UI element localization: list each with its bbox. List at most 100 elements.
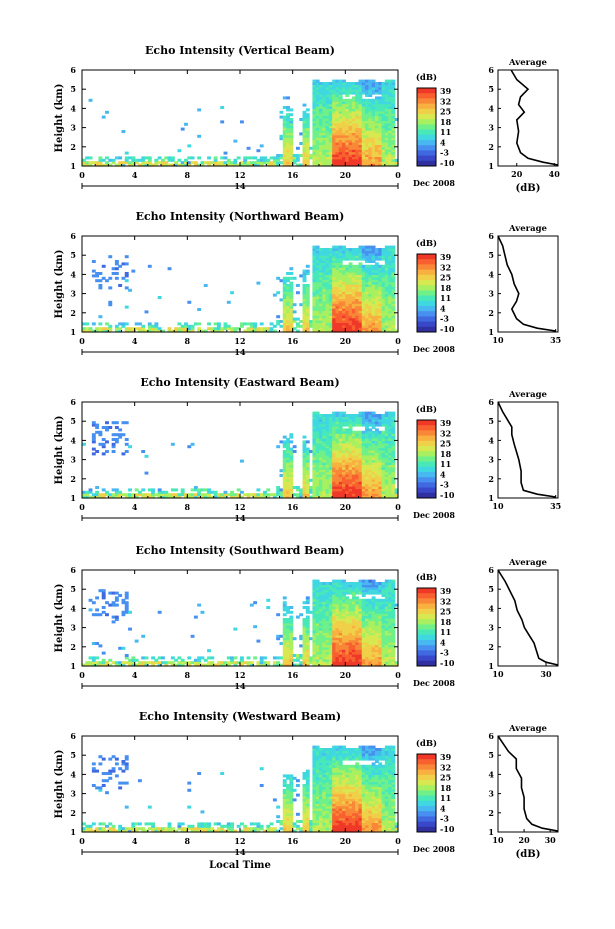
heatmap-cell: [342, 132, 346, 136]
heatmap-cell: [88, 661, 93, 665]
heatmap-cell: [365, 454, 369, 458]
heatmap-cell: [315, 108, 320, 112]
heatmap-cell: [319, 291, 323, 295]
heatmap-cell: [325, 584, 330, 588]
heatmap-cell: [230, 163, 235, 167]
heatmap-cell: [345, 442, 350, 446]
heatmap-cell: [358, 586, 363, 590]
heatmap-cell: [289, 450, 294, 453]
heatmap-cell: [170, 495, 175, 499]
heatmap-cell: [391, 125, 396, 129]
heatmap-cell: [200, 488, 205, 492]
heatmap-cell: [342, 478, 346, 482]
x-tick-label: 16: [287, 502, 299, 512]
heatmap-cell: [348, 589, 353, 593]
heatmap-cell: [371, 471, 376, 475]
heatmap-cell: [358, 481, 363, 485]
heatmap-cell: [322, 132, 327, 136]
colorbar-segment: [417, 88, 436, 94]
heatmap-cell: [286, 469, 290, 473]
heatmap-cell: [358, 447, 363, 451]
heatmap-cell: [374, 154, 379, 157]
heatmap-cell: [361, 89, 366, 93]
heatmap-cell: [101, 452, 106, 456]
heatmap-cell: [345, 663, 350, 667]
heatmap-cell: [335, 627, 340, 631]
heatmap-cell: [184, 158, 188, 162]
heatmap-cell: [108, 495, 113, 499]
heatmap-cell: [319, 305, 323, 309]
heatmap-cell: [289, 630, 294, 633]
heatmap-cell: [286, 317, 290, 321]
heatmap-cell: [315, 286, 320, 290]
heatmap-cell: [378, 317, 383, 321]
heatmap-cell: [388, 310, 393, 314]
heatmap-cell: [358, 142, 363, 145]
heatmap-cell: [358, 300, 363, 304]
heatmap-cell: [335, 279, 340, 283]
heatmap-cell: [348, 625, 353, 629]
heatmap-cell: [335, 411, 340, 415]
heatmap-cell: [358, 610, 363, 614]
heatmap-cell: [289, 130, 294, 133]
heatmap-cell: [322, 94, 327, 97]
heatmap-cell: [246, 663, 251, 667]
heatmap-cell: [230, 329, 235, 333]
heatmap-cell: [365, 613, 369, 617]
heatmap-cell: [384, 435, 389, 439]
heatmap-cell: [246, 327, 251, 331]
heatmap-cell: [374, 414, 379, 417]
heatmap-cell: [114, 262, 119, 266]
heatmap-cell: [335, 267, 340, 271]
heatmap-cell: [305, 327, 310, 331]
heatmap-cell: [312, 426, 317, 429]
heatmap-cell: [388, 486, 393, 489]
heatmap-cell: [384, 120, 389, 124]
heatmap-cell: [335, 646, 340, 650]
heatmap-cell: [358, 134, 363, 138]
heatmap-cell: [328, 447, 333, 451]
heatmap-cell: [305, 130, 310, 133]
heatmap-cell: [292, 317, 297, 321]
heatmap-cell: [361, 495, 366, 499]
heatmap-cell: [322, 163, 327, 167]
heatmap-cell: [315, 110, 320, 114]
heatmap-cell: [358, 322, 363, 326]
heatmap-cell: [335, 486, 340, 489]
heatmap-cell: [335, 630, 340, 633]
heatmap-cell: [345, 250, 350, 254]
heatmap-cell: [325, 464, 330, 468]
heatmap-cell: [338, 450, 343, 453]
heatmap-cell: [118, 156, 123, 160]
heatmap-cell: [384, 296, 389, 299]
heatmap-cell: [289, 452, 294, 456]
heatmap-cell: [332, 151, 337, 155]
heatmap-cell: [391, 423, 396, 427]
heatmap-cell: [388, 139, 393, 143]
heatmap-cell: [335, 281, 340, 285]
heatmap-cell: [289, 281, 294, 285]
heatmap-cell: [335, 445, 340, 449]
heatmap-cell: [305, 156, 310, 160]
heatmap-cell: [305, 286, 310, 290]
heatmap-cell: [358, 163, 363, 167]
heatmap-cell: [365, 142, 369, 145]
heatmap-cell: [246, 493, 251, 497]
heatmap-cell: [358, 613, 363, 617]
heatmap-cell: [322, 454, 327, 458]
heatmap-cell: [305, 115, 310, 119]
heatmap-cell: [190, 634, 195, 638]
heatmap-cell: [282, 435, 287, 439]
heatmap-cell: [302, 279, 307, 283]
heatmap-cell: [351, 267, 356, 271]
heatmap-cell: [381, 438, 386, 441]
heatmap-cell: [95, 423, 100, 427]
heatmap-cell: [302, 122, 307, 126]
heatmap-cell: [147, 163, 152, 167]
heatmap-cell: [388, 298, 393, 302]
heatmap-cell: [381, 320, 386, 323]
heatmap-cell: [305, 474, 310, 477]
heatmap-cell: [299, 320, 304, 323]
heatmap-cell: [124, 495, 129, 499]
heatmap-cell: [345, 329, 350, 333]
